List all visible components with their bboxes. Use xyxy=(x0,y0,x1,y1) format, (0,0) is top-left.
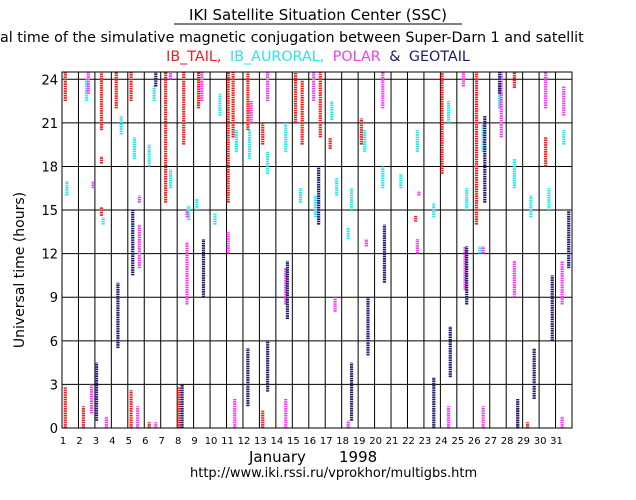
x-tick-label: 29 xyxy=(517,436,530,447)
y-tick-label: 18 xyxy=(41,160,58,175)
x-tick-label: 17 xyxy=(320,436,333,447)
footer-url: http://www.iki.rssi.ru/vprokhor/multigbs… xyxy=(190,466,477,481)
x-tick-label: 10 xyxy=(205,436,218,447)
x-tick-label: 21 xyxy=(386,436,399,447)
x-tick-label: 20 xyxy=(369,436,382,447)
x-tick-label: 23 xyxy=(419,436,432,447)
y-tick-label: 0 xyxy=(50,422,58,437)
x-tick-label: 2 xyxy=(76,436,82,447)
y-tick-label: 3 xyxy=(50,378,58,393)
x-tick-label: 27 xyxy=(484,436,497,447)
y-tick-label: 9 xyxy=(50,291,58,306)
x-tick-label: 26 xyxy=(468,436,481,447)
x-tick-label: 31 xyxy=(550,436,563,447)
page-title: IKI Satellite Situation Center (SSC) xyxy=(189,6,447,24)
x-tick-label: 8 xyxy=(175,436,181,447)
x-tick-label: 4 xyxy=(109,436,115,447)
footer-month: January xyxy=(248,448,306,466)
legend-ampersand: & xyxy=(389,49,400,65)
plot-background xyxy=(62,72,572,428)
x-tick-label: 28 xyxy=(501,436,514,447)
x-tick-label: 12 xyxy=(238,436,251,447)
footer-year: 1998 xyxy=(339,448,377,466)
legend: IB_TAIL, IB_AURORAL, POLAR & GEOTAIL xyxy=(166,49,470,65)
x-tick-label: 13 xyxy=(254,436,267,447)
x-tick-label: 11 xyxy=(221,436,234,447)
legend-ib-tail: IB_TAIL, xyxy=(166,49,221,65)
page-subtitle: al time of the simulative magnetic conju… xyxy=(0,30,584,46)
x-tick-label: 1 xyxy=(60,436,66,447)
legend-ib-auroral: IB_AURORAL, xyxy=(230,49,324,65)
y-tick-label: 15 xyxy=(41,204,58,219)
y-tick-label: 24 xyxy=(41,73,58,88)
y-tick-label: 12 xyxy=(41,248,58,263)
legend-geotail: GEOTAIL xyxy=(409,49,470,65)
x-tick-label: 25 xyxy=(451,436,464,447)
x-tick-label: 7 xyxy=(159,436,165,447)
x-tick-label: 16 xyxy=(303,436,316,447)
y-tick-label: 6 xyxy=(50,335,58,350)
x-tick-label: 30 xyxy=(534,436,547,447)
x-tick-label: 18 xyxy=(336,436,349,447)
plot-border xyxy=(61,71,573,429)
y-tick-label: 21 xyxy=(41,117,58,132)
x-tick-label: 9 xyxy=(191,436,197,447)
x-tick-label: 22 xyxy=(402,436,415,447)
x-tick-label: 5 xyxy=(126,436,132,447)
x-tick-label: 14 xyxy=(271,436,284,447)
x-tick-label: 15 xyxy=(287,436,300,447)
x-tick-label: 3 xyxy=(93,436,99,447)
x-tick-label: 19 xyxy=(353,436,366,447)
y-axis-label: Universal time (hours) xyxy=(12,192,28,348)
x-tick-label: 6 xyxy=(142,436,148,447)
x-tick-label: 24 xyxy=(435,436,448,447)
legend-polar: POLAR xyxy=(333,49,381,65)
